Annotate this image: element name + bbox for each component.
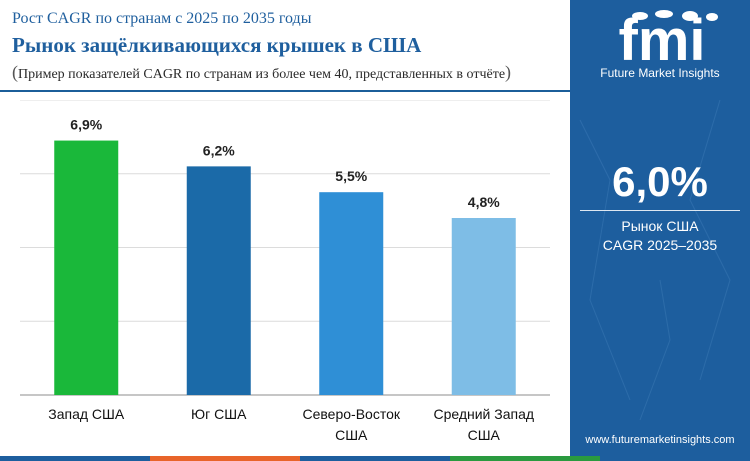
strip-segment <box>600 456 750 461</box>
chart-note: (Пример показателей CAGR по странам из б… <box>12 62 511 83</box>
brand-name: Future Market Insights <box>600 66 720 80</box>
bar <box>54 140 119 395</box>
note-text: Пример показателей CAGR по странам из бо… <box>18 67 506 82</box>
sidebar-texture <box>579 99 731 421</box>
kpi-label-market: Рынок США <box>621 218 699 234</box>
strip-segment <box>0 456 150 461</box>
bar <box>319 192 384 395</box>
globe-icon <box>632 10 718 21</box>
x-tick-label: Запад США <box>48 406 125 422</box>
bottom-color-strip <box>0 456 750 461</box>
x-tick-label: Средний Запад <box>433 406 534 422</box>
bar <box>451 218 516 395</box>
sidebar: fmi Future Market Insights 6,0% Рынок СШ… <box>570 0 750 461</box>
note-open-paren: ( <box>12 62 18 82</box>
header-divider <box>0 90 570 92</box>
data-label: 6,2% <box>203 142 235 158</box>
fmi-logo: fmi <box>619 8 718 68</box>
strip-segment <box>300 456 450 461</box>
kpi-divider <box>580 210 740 211</box>
bar-chart: 6,9% Запад США 6,2% Юг США 5,5% Северо-Восток… <box>20 100 550 443</box>
x-tick-label: США <box>335 427 368 443</box>
x-tick-label: Юг США <box>191 406 247 422</box>
chart-subtitle: Рост CAGR по странам с 2025 по 2035 годы <box>12 10 312 27</box>
chart-panel: Рост CAGR по странам с 2025 по 2035 годы… <box>0 10 570 443</box>
x-tick-label: Северо-Восток <box>303 406 401 422</box>
kpi-value: 6,0% <box>612 158 708 205</box>
x-tick-label: США <box>468 427 501 443</box>
bar <box>186 166 251 395</box>
data-label: 4,8% <box>468 194 500 210</box>
note-close-paren: ) <box>505 62 512 82</box>
kpi-label-cagr: CAGR 2025–2035 <box>602 237 718 253</box>
website-url: www.futuremarketinsights.com <box>585 434 735 446</box>
strip-segment <box>450 456 600 461</box>
data-label: 5,5% <box>335 168 367 184</box>
data-label: 6,9% <box>70 117 102 133</box>
chart-title: Рынок защёлкивающихся крышек в США <box>12 33 422 57</box>
strip-segment <box>150 456 300 461</box>
